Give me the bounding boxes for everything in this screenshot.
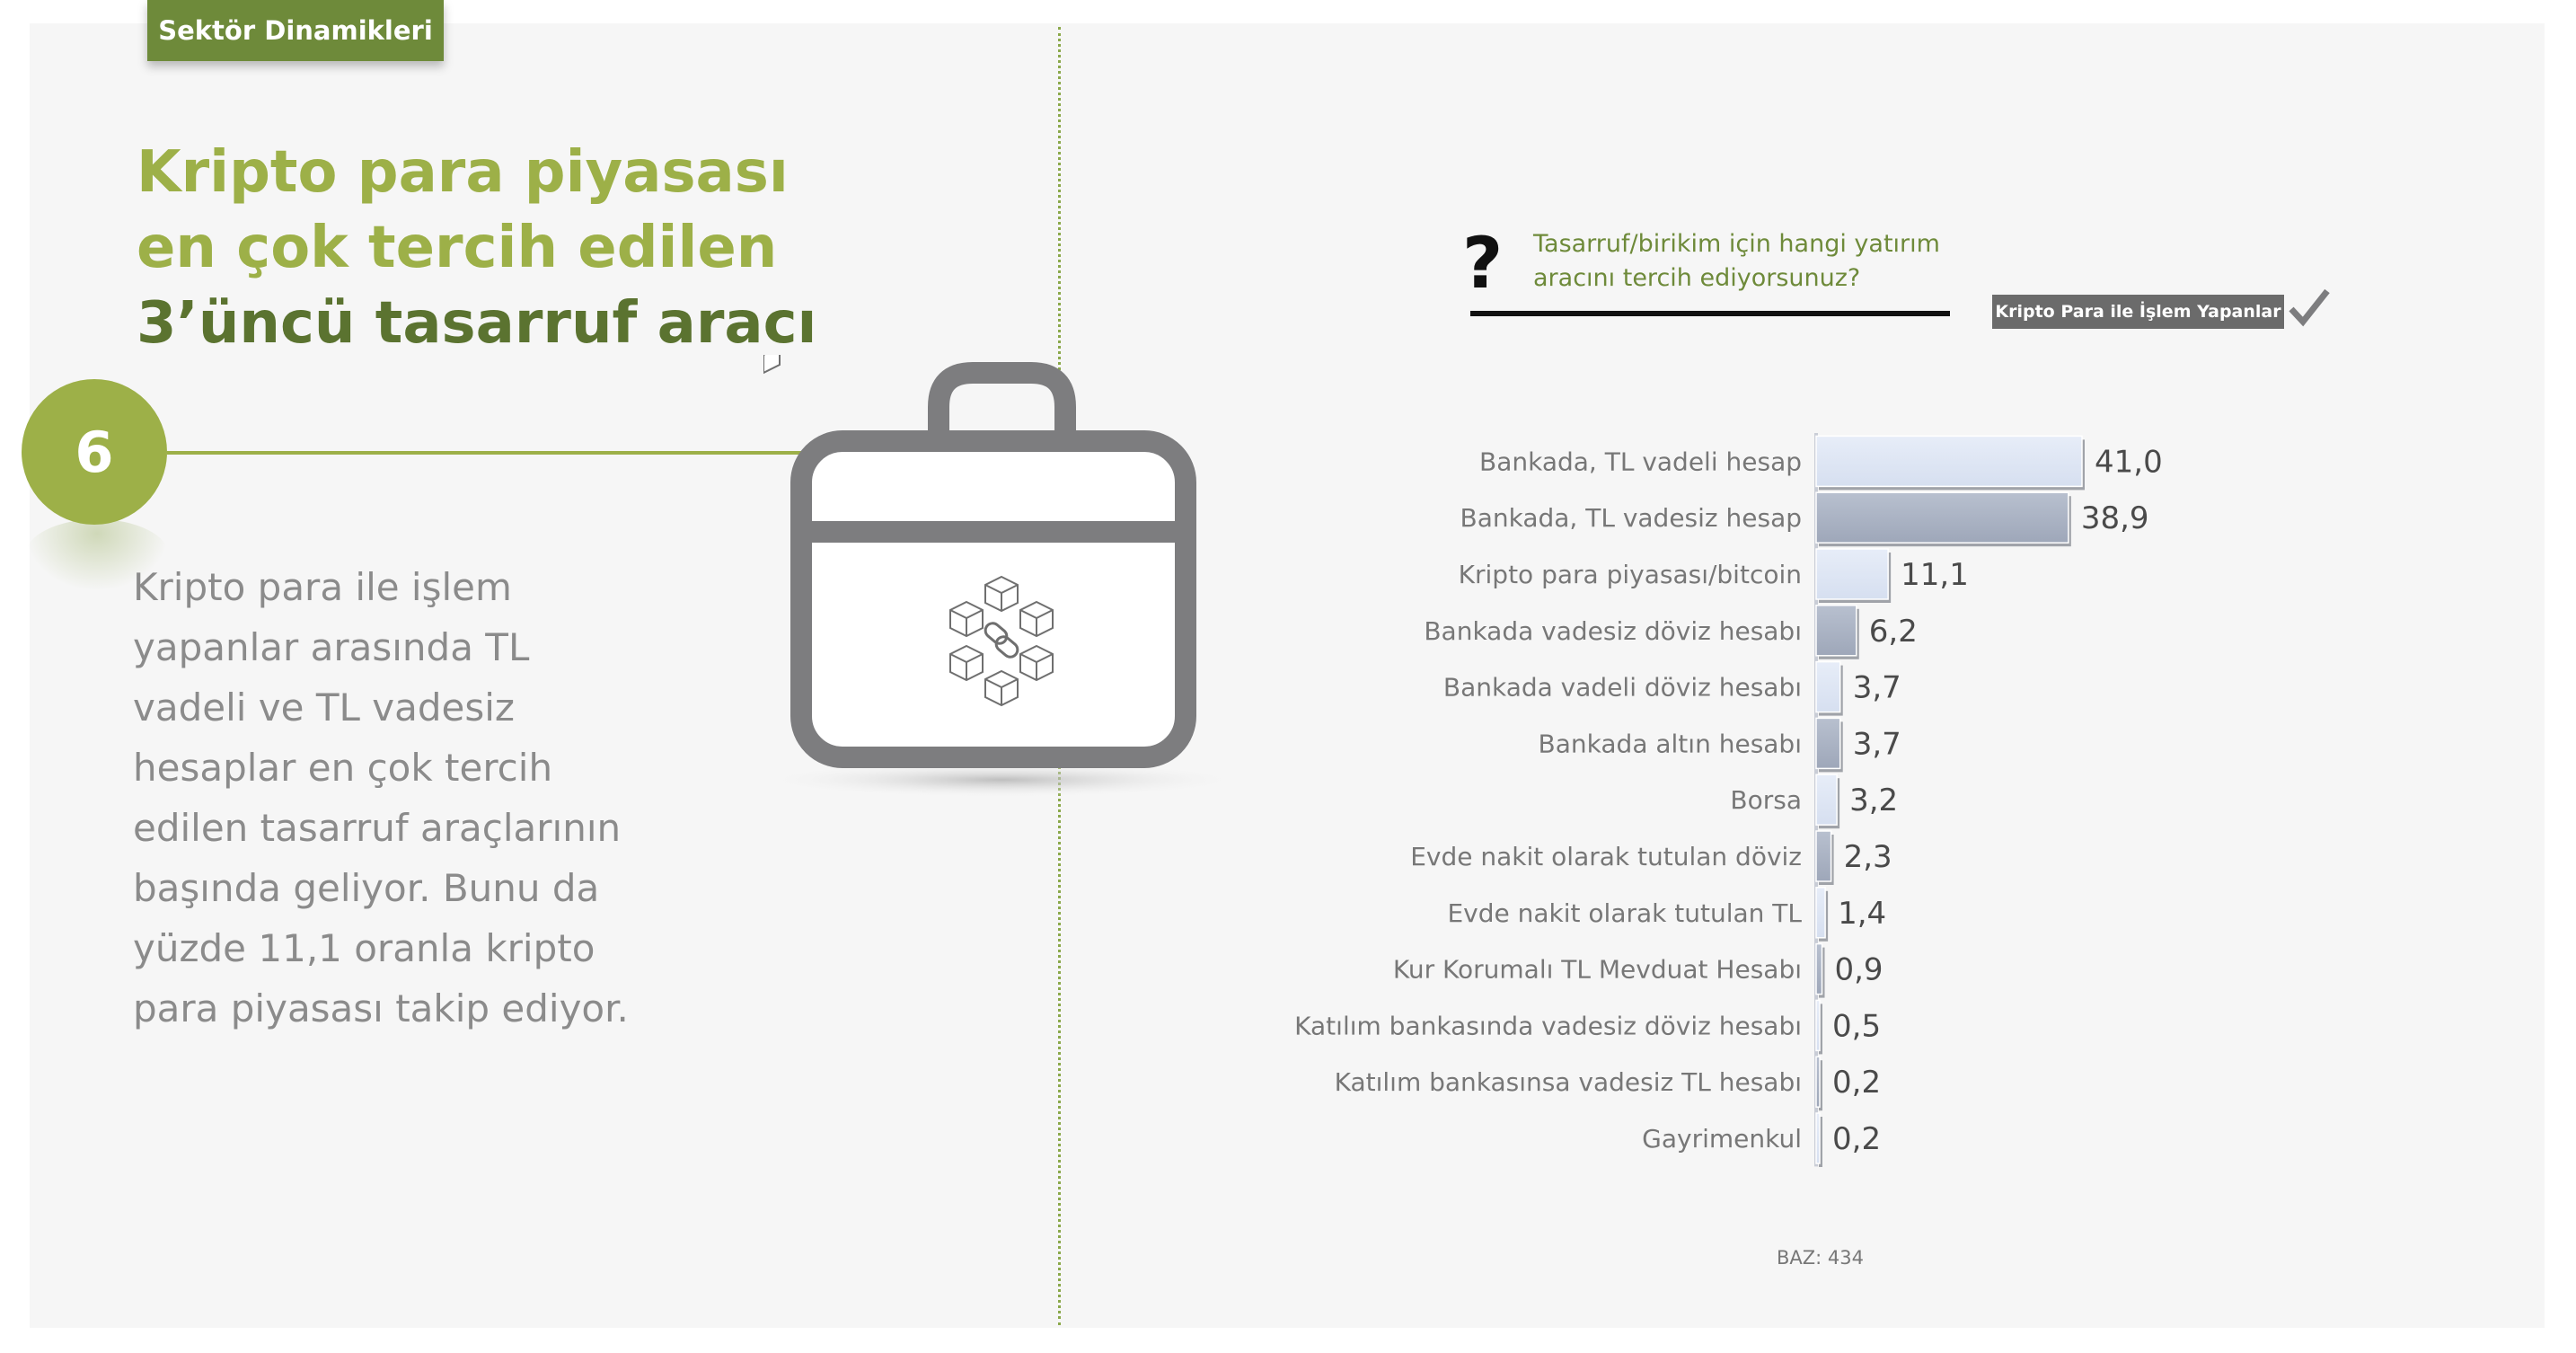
category-label: Bankada vadesiz döviz hesabı bbox=[1424, 616, 1802, 646]
category-label: Borsa bbox=[1730, 785, 1802, 815]
value-label: 6,2 bbox=[1869, 614, 1918, 650]
segment-badge: Kripto Para ile İşlem Yapanlar bbox=[1992, 295, 2284, 329]
bar bbox=[1815, 660, 1841, 713]
bar bbox=[1815, 435, 2083, 488]
category-label: Kripto para piyasası/bitcoin bbox=[1459, 560, 1802, 589]
value-label: 11,1 bbox=[1901, 557, 1969, 593]
category-label: Katılım bankasında vadesiz döviz hesabı bbox=[1294, 1011, 1802, 1040]
paragraph-line: vadeli ve TL vadesiz bbox=[133, 685, 515, 730]
bar bbox=[1815, 1056, 1821, 1108]
bar-shadow bbox=[1819, 1060, 1822, 1111]
title-line-1: Kripto para piyasası bbox=[137, 139, 789, 206]
category-label: Bankada, TL vadesiz hesap bbox=[1460, 503, 1802, 533]
category-label: Kur Korumalı TL Mevduat Hesabı bbox=[1393, 955, 1802, 985]
bar bbox=[1815, 1112, 1821, 1164]
category-label: Bankada altın hesabı bbox=[1539, 729, 1802, 758]
survey-question: Tasarruf/birikim için hangi yatırım arac… bbox=[1533, 227, 1940, 296]
value-label: 2,3 bbox=[1844, 839, 1892, 875]
question-line-2: aracını tercih ediyorsunuz? bbox=[1533, 264, 1861, 292]
paragraph-line: yüzde 11,1 oranla kripto bbox=[133, 926, 595, 970]
question-line-1: Tasarruf/birikim için hangi yatırım bbox=[1533, 230, 1940, 258]
category-label: Bankada, TL vadeli hesap bbox=[1479, 447, 1802, 476]
question-mark-icon: ? bbox=[1462, 224, 1504, 305]
question-underline bbox=[1470, 311, 1950, 316]
paragraph-line: başında geliyor. Bunu da bbox=[133, 866, 600, 910]
value-label: 3,7 bbox=[1853, 726, 1901, 762]
paragraph-line: para piyasası takip ediyor. bbox=[133, 986, 629, 1030]
value-label: 38,9 bbox=[2081, 500, 2149, 536]
number-badge-reflection bbox=[25, 519, 169, 591]
bar bbox=[1815, 548, 1889, 600]
background-panel bbox=[30, 23, 2545, 1328]
section-tag: Sektör Dinamikleri bbox=[147, 0, 444, 61]
bar bbox=[1815, 605, 1857, 657]
value-label: 41,0 bbox=[2095, 444, 2163, 480]
value-label: 3,2 bbox=[1849, 783, 1898, 818]
paragraph-line: edilen tasarruf araçlarının bbox=[133, 806, 622, 850]
briefcase-blockchain-icon bbox=[763, 355, 1239, 798]
bar bbox=[1815, 491, 2069, 544]
value-label: 1,4 bbox=[1838, 896, 1886, 932]
number-connector-line bbox=[167, 451, 814, 455]
value-label: 0,2 bbox=[1832, 1121, 1881, 1157]
page-title: Kripto para piyasası en çok tercih edile… bbox=[137, 135, 816, 361]
number-badge: 6 bbox=[22, 379, 167, 525]
value-label: 3,7 bbox=[1853, 670, 1901, 706]
checkmark-icon bbox=[2289, 288, 2330, 327]
bar bbox=[1815, 999, 1821, 1052]
category-label: Katılım bankasınsa vadesiz TL hesabı bbox=[1335, 1067, 1802, 1097]
category-label: Bankada vadeli döviz hesabı bbox=[1443, 673, 1802, 703]
description-paragraph: Kripto para ile işlem yapanlar arasında … bbox=[133, 557, 690, 1039]
value-label: 0,5 bbox=[1832, 1008, 1881, 1044]
bar-shadow bbox=[1819, 1004, 1822, 1055]
bar-shadow bbox=[1819, 1117, 1822, 1167]
bar bbox=[1815, 942, 1823, 995]
bar bbox=[1815, 830, 1832, 882]
bar bbox=[1815, 774, 1838, 826]
category-label: Evde nakit olarak tutulan TL bbox=[1447, 898, 1802, 928]
category-label: Gayrimenkul bbox=[1642, 1124, 1802, 1154]
paragraph-line: hesaplar en çok tercih bbox=[133, 746, 553, 790]
bar bbox=[1815, 717, 1841, 770]
base-note: BAZ: 434 bbox=[1777, 1247, 1864, 1269]
value-label: 0,9 bbox=[1834, 952, 1883, 988]
category-label: Evde nakit olarak tutulan döviz bbox=[1410, 842, 1802, 871]
paragraph-line: Kripto para ile işlem bbox=[133, 565, 512, 609]
title-line-3: 3’üncü tasarruf aracı bbox=[137, 290, 817, 357]
title-line-2: en çok tercih edilen bbox=[137, 215, 778, 281]
value-label: 0,2 bbox=[1832, 1065, 1881, 1101]
paragraph-line: yapanlar arasında TL bbox=[133, 625, 530, 669]
bar bbox=[1815, 887, 1826, 939]
